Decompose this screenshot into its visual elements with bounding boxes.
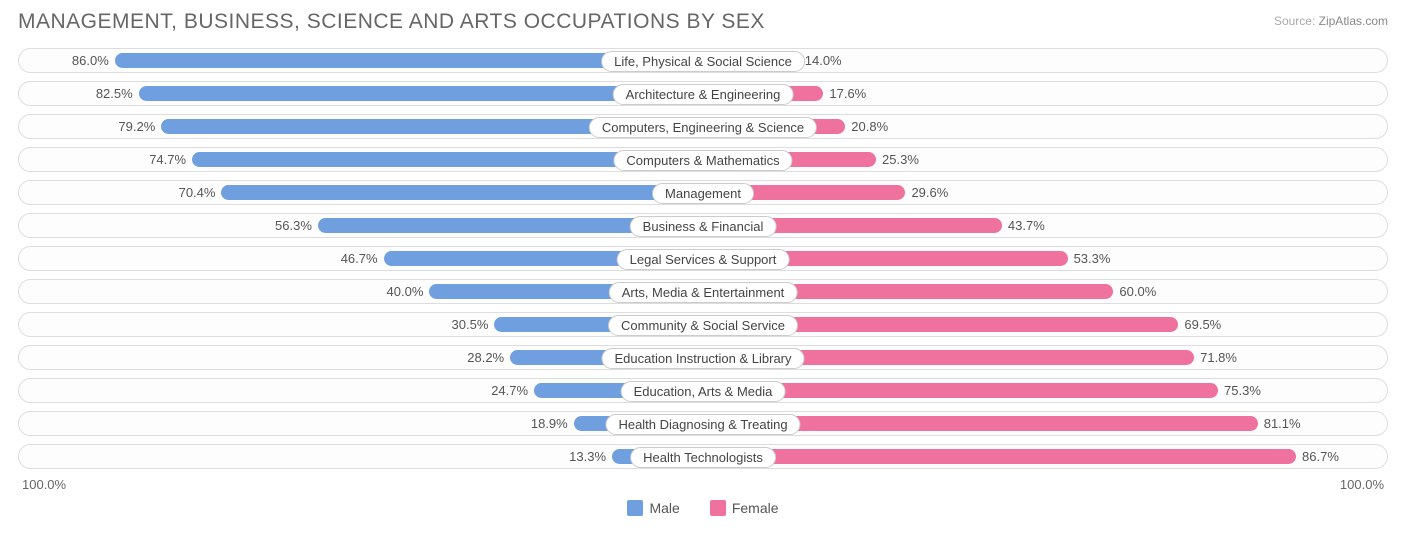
- chart-row: 70.4% 29.6% Management: [18, 180, 1388, 205]
- chart-row: 24.7% 75.3% Education, Arts & Media: [18, 378, 1388, 403]
- pct-label-male: 86.0%: [72, 53, 109, 68]
- source-attribution: Source: ZipAtlas.com: [1274, 10, 1388, 28]
- pct-label-female: 86.7%: [1302, 449, 1339, 464]
- pct-label-female: 75.3%: [1224, 383, 1261, 398]
- pct-label-male: 70.4%: [179, 185, 216, 200]
- legend-item-male: Male: [627, 500, 679, 516]
- pct-label-female: 17.6%: [829, 86, 866, 101]
- legend-swatch-female: [710, 500, 726, 516]
- pct-label-female: 29.6%: [911, 185, 948, 200]
- legend-label-female: Female: [732, 500, 779, 516]
- category-label: Computers, Engineering & Science: [589, 117, 817, 138]
- category-label: Education Instruction & Library: [601, 348, 804, 369]
- pct-label-male: 40.0%: [387, 284, 424, 299]
- legend-label-male: Male: [649, 500, 679, 516]
- source-value: ZipAtlas.com: [1319, 14, 1388, 28]
- pct-label-male: 24.7%: [491, 383, 528, 398]
- legend-item-female: Female: [710, 500, 779, 516]
- pct-label-female: 81.1%: [1264, 416, 1301, 431]
- axis-left-label: 100.0%: [22, 477, 66, 492]
- pct-label-male: 13.3%: [569, 449, 606, 464]
- category-label: Community & Social Service: [608, 315, 798, 336]
- chart-row: 30.5% 69.5% Community & Social Service: [18, 312, 1388, 337]
- chart-row: 13.3% 86.7% Health Technologists: [18, 444, 1388, 469]
- pct-label-female: 69.5%: [1184, 317, 1221, 332]
- pct-label-female: 60.0%: [1119, 284, 1156, 299]
- pct-label-male: 30.5%: [452, 317, 489, 332]
- pct-label-male: 79.2%: [118, 119, 155, 134]
- category-label: Business & Financial: [630, 216, 777, 237]
- pct-label-male: 74.7%: [149, 152, 186, 167]
- chart-row: 79.2% 20.8% Computers, Engineering & Scien…: [18, 114, 1388, 139]
- category-label: Health Technologists: [630, 447, 776, 468]
- pct-label-female: 20.8%: [851, 119, 888, 134]
- pct-label-male: 46.7%: [341, 251, 378, 266]
- pct-label-male: 56.3%: [275, 218, 312, 233]
- category-label: Computers & Mathematics: [613, 150, 792, 171]
- pct-label-male: 82.5%: [96, 86, 133, 101]
- category-label: Health Diagnosing & Treating: [605, 414, 800, 435]
- chart-row: 40.0% 60.0% Arts, Media & Entertainment: [18, 279, 1388, 304]
- chart-row: 56.3% 43.7% Business & Financial: [18, 213, 1388, 238]
- category-label: Arts, Media & Entertainment: [609, 282, 798, 303]
- category-label: Management: [652, 183, 754, 204]
- pct-label-female: 14.0%: [805, 53, 842, 68]
- legend: Male Female: [18, 500, 1388, 516]
- header: MANAGEMENT, BUSINESS, SCIENCE AND ARTS O…: [18, 10, 1388, 34]
- source-label: Source:: [1274, 14, 1315, 28]
- chart-area: 86.0% 14.0%Life, Physical & Social Scienc…: [18, 48, 1388, 469]
- chart-row: 82.5% 17.6% Architecture & Engineering: [18, 81, 1388, 106]
- axis-right-label: 100.0%: [1340, 477, 1384, 492]
- pct-label-male: 18.9%: [531, 416, 568, 431]
- x-axis: 100.0% 100.0%: [18, 477, 1388, 492]
- category-label: Education, Arts & Media: [621, 381, 786, 402]
- legend-swatch-male: [627, 500, 643, 516]
- chart-row: 18.9% 81.1% Health Diagnosing & Treating: [18, 411, 1388, 436]
- pct-label-female: 71.8%: [1200, 350, 1237, 365]
- category-label: Life, Physical & Social Science: [601, 51, 805, 72]
- category-label: Legal Services & Support: [617, 249, 790, 270]
- pct-label-female: 25.3%: [882, 152, 919, 167]
- chart-title: MANAGEMENT, BUSINESS, SCIENCE AND ARTS O…: [18, 10, 765, 34]
- pct-label-female: 53.3%: [1074, 251, 1111, 266]
- pct-label-male: 28.2%: [467, 350, 504, 365]
- chart-row: 86.0% 14.0%Life, Physical & Social Scienc…: [18, 48, 1388, 73]
- chart-row: 74.7% 25.3% Computers & Mathematics: [18, 147, 1388, 172]
- chart-row: 28.2% 71.8% Education Instruction & Librar…: [18, 345, 1388, 370]
- category-label: Architecture & Engineering: [613, 84, 794, 105]
- bar-female: [703, 449, 1296, 464]
- bar-male: [221, 185, 703, 200]
- pct-label-female: 43.7%: [1008, 218, 1045, 233]
- chart-row: 46.7% 53.3% Legal Services & Support: [18, 246, 1388, 271]
